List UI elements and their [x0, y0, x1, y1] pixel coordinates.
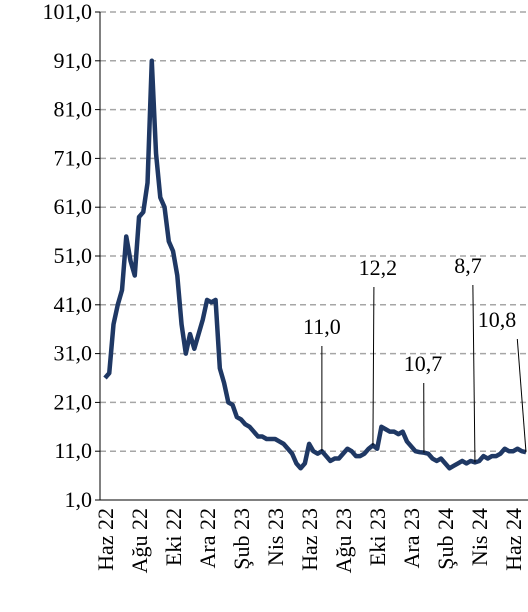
x-tick-label: Eki 23: [365, 508, 390, 566]
x-tick-label: Ağu 23: [331, 508, 356, 573]
x-tick-label: Haz 22: [93, 508, 118, 571]
value-label: 10,8: [478, 307, 517, 332]
x-tick-label: Nis 24: [467, 508, 492, 566]
y-tick-label: 71,0: [54, 145, 93, 170]
x-tick-label: Şub 24: [433, 508, 458, 570]
annotation-leader: [472, 284, 476, 463]
y-tick-label: 101,0: [43, 0, 93, 24]
x-tick-label: Eki 22: [161, 508, 186, 566]
y-tick-label: 11,0: [54, 438, 92, 463]
y-tick-label: 81,0: [54, 97, 93, 122]
value-label: 8,7: [454, 253, 482, 278]
y-tick-label: 61,0: [54, 194, 93, 219]
x-tick-label: Ara 23: [399, 508, 424, 568]
x-tick-label: Ara 22: [195, 508, 220, 568]
annotation-leader: [372, 286, 375, 446]
y-tick-label: 21,0: [54, 389, 93, 414]
x-tick-label: Haz 24: [501, 508, 526, 571]
y-tick-label: 91,0: [54, 48, 93, 73]
y-tick-label: 1,0: [65, 487, 93, 512]
annotation-leader: [516, 338, 527, 453]
x-tick-label: Ağu 22: [127, 508, 152, 573]
value-label: 12,2: [359, 255, 398, 280]
y-tick-label: 31,0: [54, 341, 93, 366]
x-tick-label: Nis 23: [263, 508, 288, 566]
value-label: 11,0: [303, 314, 341, 339]
data-line: [103, 58, 527, 471]
x-tick-label: Haz 23: [297, 508, 322, 571]
value-label: 10,7: [404, 351, 443, 376]
y-tick-label: 51,0: [54, 243, 93, 268]
y-tick-label: 41,0: [54, 292, 93, 317]
x-tick-label: Şub 23: [229, 508, 254, 570]
